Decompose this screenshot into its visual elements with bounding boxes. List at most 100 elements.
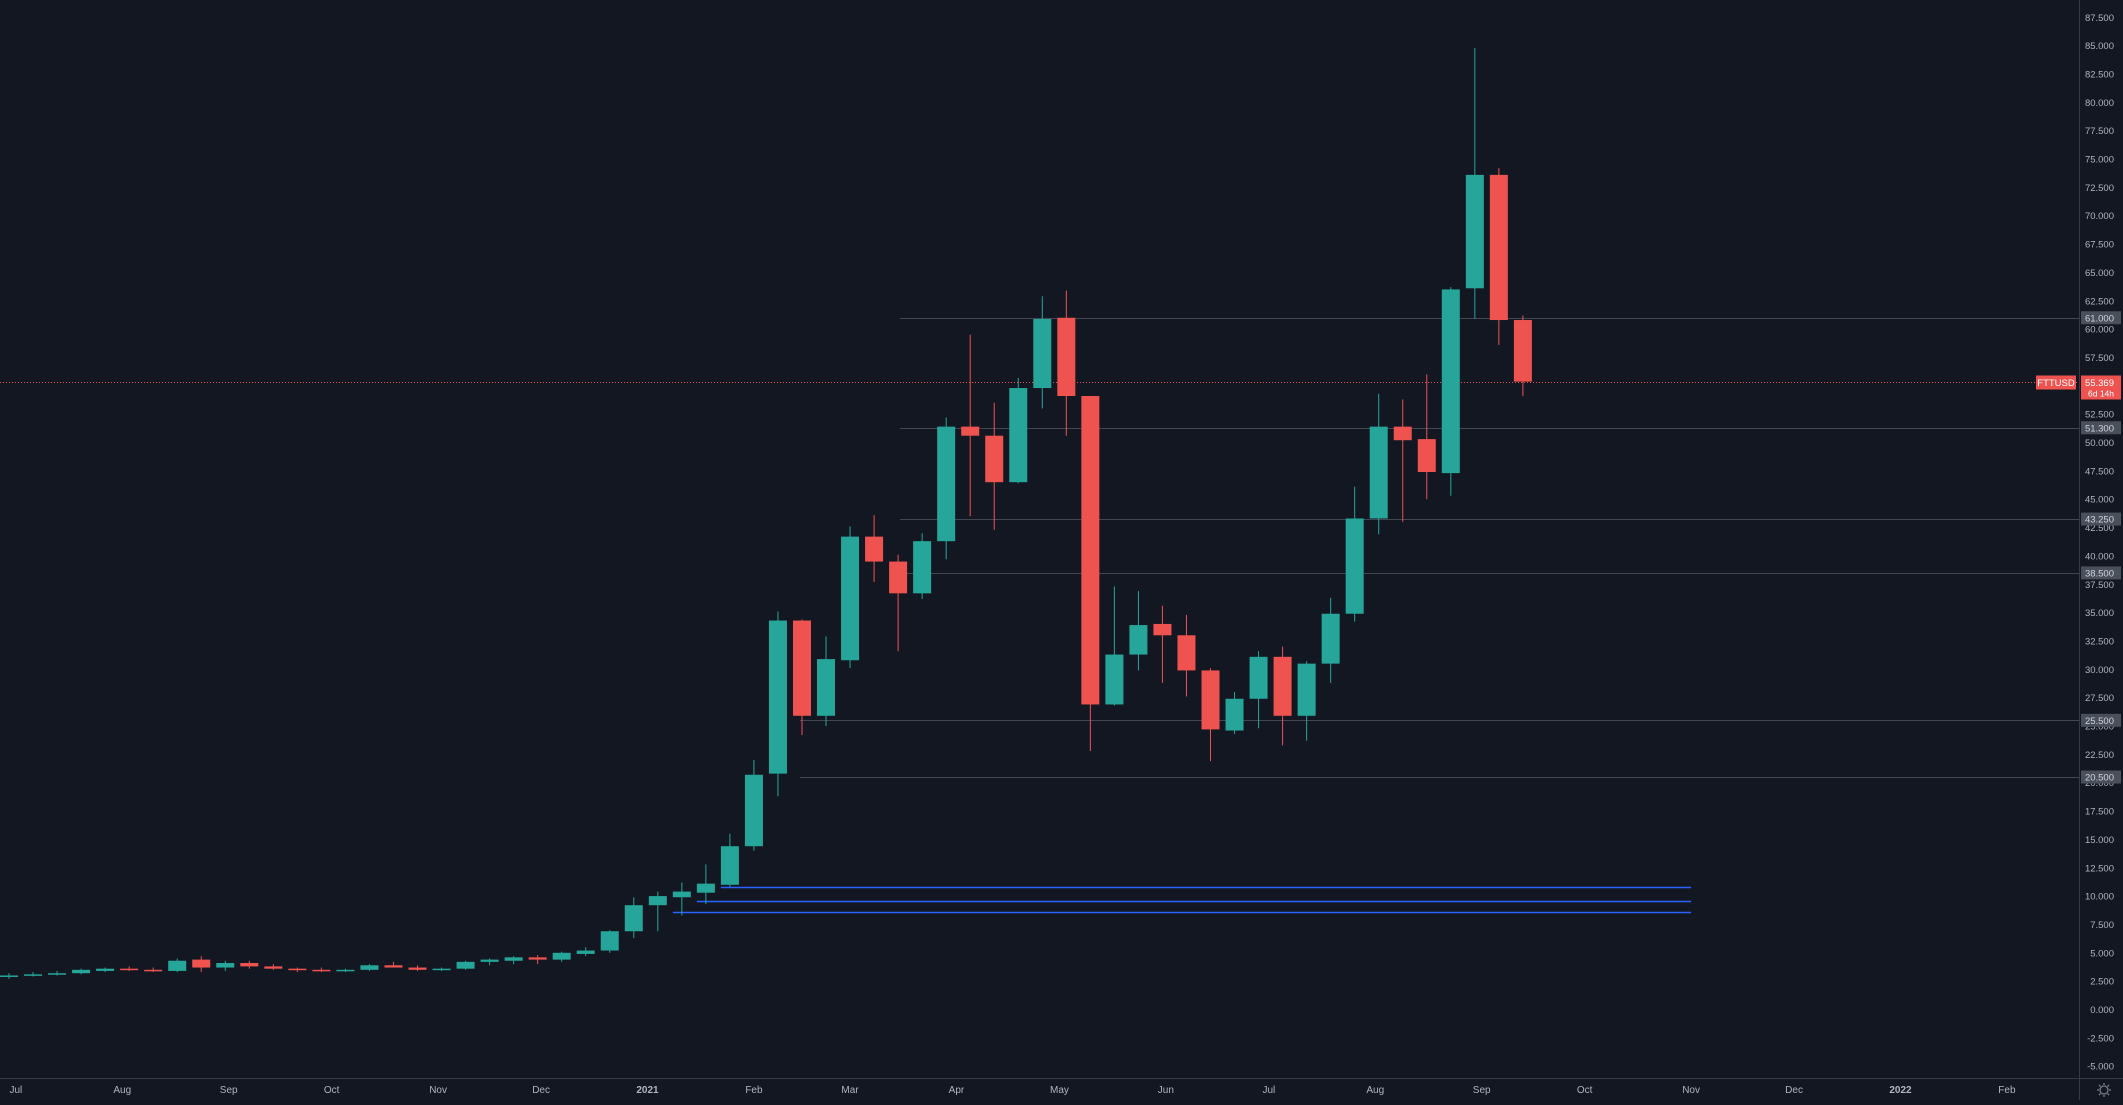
candle[interactable] [312, 967, 331, 973]
candle[interactable] [360, 964, 379, 971]
candle[interactable] [985, 402, 1004, 530]
candle[interactable] [1273, 646, 1292, 746]
candle[interactable] [240, 960, 259, 969]
candle[interactable] [576, 947, 595, 957]
candle[interactable] [1345, 486, 1364, 622]
level-price-tag-bg [2081, 770, 2121, 784]
level-price-tag-bg [2081, 512, 2121, 526]
candle[interactable] [408, 965, 427, 971]
candle[interactable] [456, 960, 475, 970]
candle[interactable] [792, 619, 811, 736]
candle[interactable] [1297, 661, 1316, 741]
horizontal-levels-layer [800, 318, 2079, 778]
candle[interactable] [937, 417, 956, 560]
candle-body [144, 969, 163, 972]
candle[interactable] [1417, 374, 1436, 500]
candle-body [1297, 663, 1316, 716]
candle[interactable] [1057, 290, 1076, 436]
candle[interactable] [624, 897, 643, 939]
candle[interactable] [384, 961, 403, 968]
candle[interactable] [192, 956, 211, 973]
candle-body [672, 891, 691, 898]
candle-body [336, 969, 355, 972]
candle[interactable] [264, 964, 283, 970]
candle-body [552, 952, 571, 960]
candle[interactable] [96, 967, 115, 973]
candle[interactable] [144, 967, 163, 973]
level-price-tag-text: 20.500 [2085, 773, 2114, 784]
candle[interactable] [1489, 168, 1508, 345]
price-tick-label: 12.500 [2085, 863, 2114, 874]
candle-body [1513, 320, 1532, 382]
candle[interactable] [1321, 597, 1340, 683]
candle-body [1489, 174, 1508, 321]
price-tick-label: 87.500 [2085, 13, 2114, 24]
candle[interactable] [1009, 377, 1028, 484]
candle[interactable] [48, 970, 67, 976]
candle[interactable] [913, 533, 932, 599]
gear-icon[interactable] [2097, 1083, 2111, 1097]
candle[interactable] [672, 882, 691, 916]
candle[interactable] [961, 334, 980, 517]
price-axis[interactable]: 87.500 85.000 82.500 80.000 77.500 75.000 72.5… [2085, 13, 2114, 1073]
candle[interactable] [24, 972, 43, 977]
candle[interactable] [336, 968, 355, 973]
candle[interactable] [1177, 614, 1196, 697]
current-price-tag-bg [2081, 375, 2121, 400]
price-tick-label: 40.000 [2085, 551, 2114, 562]
candle[interactable] [1201, 668, 1220, 762]
candle[interactable] [432, 967, 451, 971]
time-axis[interactable]: Jul Aug Sep Oct Nov Dec 2021 Feb Mar Apr May Jun Jul… [9, 1085, 2016, 1096]
candle[interactable] [1441, 287, 1460, 496]
candle-body [1201, 670, 1220, 730]
candle[interactable] [744, 760, 763, 851]
candle[interactable] [120, 966, 139, 971]
candle-body [817, 659, 836, 716]
candle[interactable] [720, 833, 739, 888]
candle[interactable] [288, 967, 307, 973]
candle[interactable] [1465, 47, 1484, 319]
candle[interactable] [1225, 691, 1244, 734]
candle[interactable] [1153, 605, 1172, 683]
candle[interactable] [1129, 591, 1148, 671]
candle[interactable] [552, 951, 571, 962]
candle[interactable] [528, 955, 547, 965]
candle[interactable] [648, 891, 667, 932]
level-price-tag: 61.000 [2081, 311, 2121, 325]
candle[interactable] [1369, 393, 1388, 535]
candle-body [985, 435, 1004, 483]
candle-body [1153, 623, 1172, 636]
candle[interactable] [168, 958, 187, 973]
time-tick-label: Dec [1785, 1085, 1803, 1096]
price-tick-label: 67.500 [2085, 240, 2114, 251]
candle[interactable] [1249, 651, 1268, 729]
candle-body [240, 963, 259, 967]
candle[interactable] [480, 958, 499, 966]
candle[interactable] [72, 968, 91, 975]
candle[interactable] [0, 973, 18, 979]
candle[interactable] [768, 611, 787, 797]
candle-body [24, 974, 43, 976]
candle[interactable] [696, 864, 715, 905]
price-tick-label: 35.000 [2085, 608, 2114, 619]
candle[interactable] [216, 960, 235, 971]
price-tick-label: 75.000 [2085, 155, 2114, 166]
price-tick-label: 45.000 [2085, 495, 2114, 506]
candle[interactable] [1393, 399, 1412, 522]
candle[interactable] [600, 930, 619, 953]
candle[interactable] [841, 526, 860, 669]
candle[interactable] [1081, 396, 1100, 751]
price-tick-label: 17.500 [2085, 807, 2114, 818]
candle-body [288, 968, 307, 971]
candle[interactable] [817, 636, 836, 726]
candle[interactable] [1033, 296, 1052, 409]
level-price-tag-text: 51.300 [2085, 423, 2114, 434]
candle[interactable] [865, 515, 884, 582]
candle[interactable] [1105, 586, 1124, 706]
candle[interactable] [1513, 315, 1532, 397]
time-tick-label: Jul [1262, 1085, 1275, 1096]
candle[interactable] [504, 956, 523, 965]
candle[interactable] [889, 554, 908, 652]
